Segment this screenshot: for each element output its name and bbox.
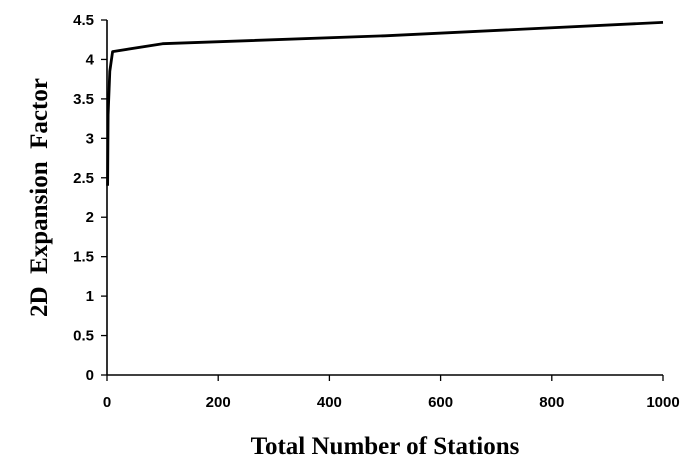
y-axis-title: 2D Expansion Factor [26,78,53,317]
x-tick-label: 800 [539,394,564,411]
y-tick-label: 4.5 [73,12,94,29]
series-line [106,21,664,186]
y-tick-label: 0.5 [73,328,94,345]
y-tick-label: 2.5 [73,170,94,187]
y-tick-label: 2 [86,209,94,226]
x-axis-title: Total Number of Stations [251,433,520,460]
axes [106,20,663,376]
y-tick-label: 3 [86,130,94,147]
x-tick-label: 400 [317,394,342,411]
y-axis-ticks: 0 0.5 1 1.5 2 2.5 3 3.5 4 4.5 [73,12,107,384]
x-tick-label: 200 [206,394,231,411]
series-group [106,21,664,186]
y-tick-label: 1.5 [73,249,94,266]
x-tick-label: 0 [103,394,111,411]
x-tick-label: 600 [428,394,453,411]
x-tick-label: 1000 [646,394,679,411]
y-tick-label: 1 [86,288,94,305]
y-tick-label: 4 [86,51,95,68]
x-axis-ticks: 0 200 400 600 800 1000 [103,375,680,411]
y-tick-label: 3.5 [73,91,94,108]
y-tick-label: 0 [86,367,94,384]
